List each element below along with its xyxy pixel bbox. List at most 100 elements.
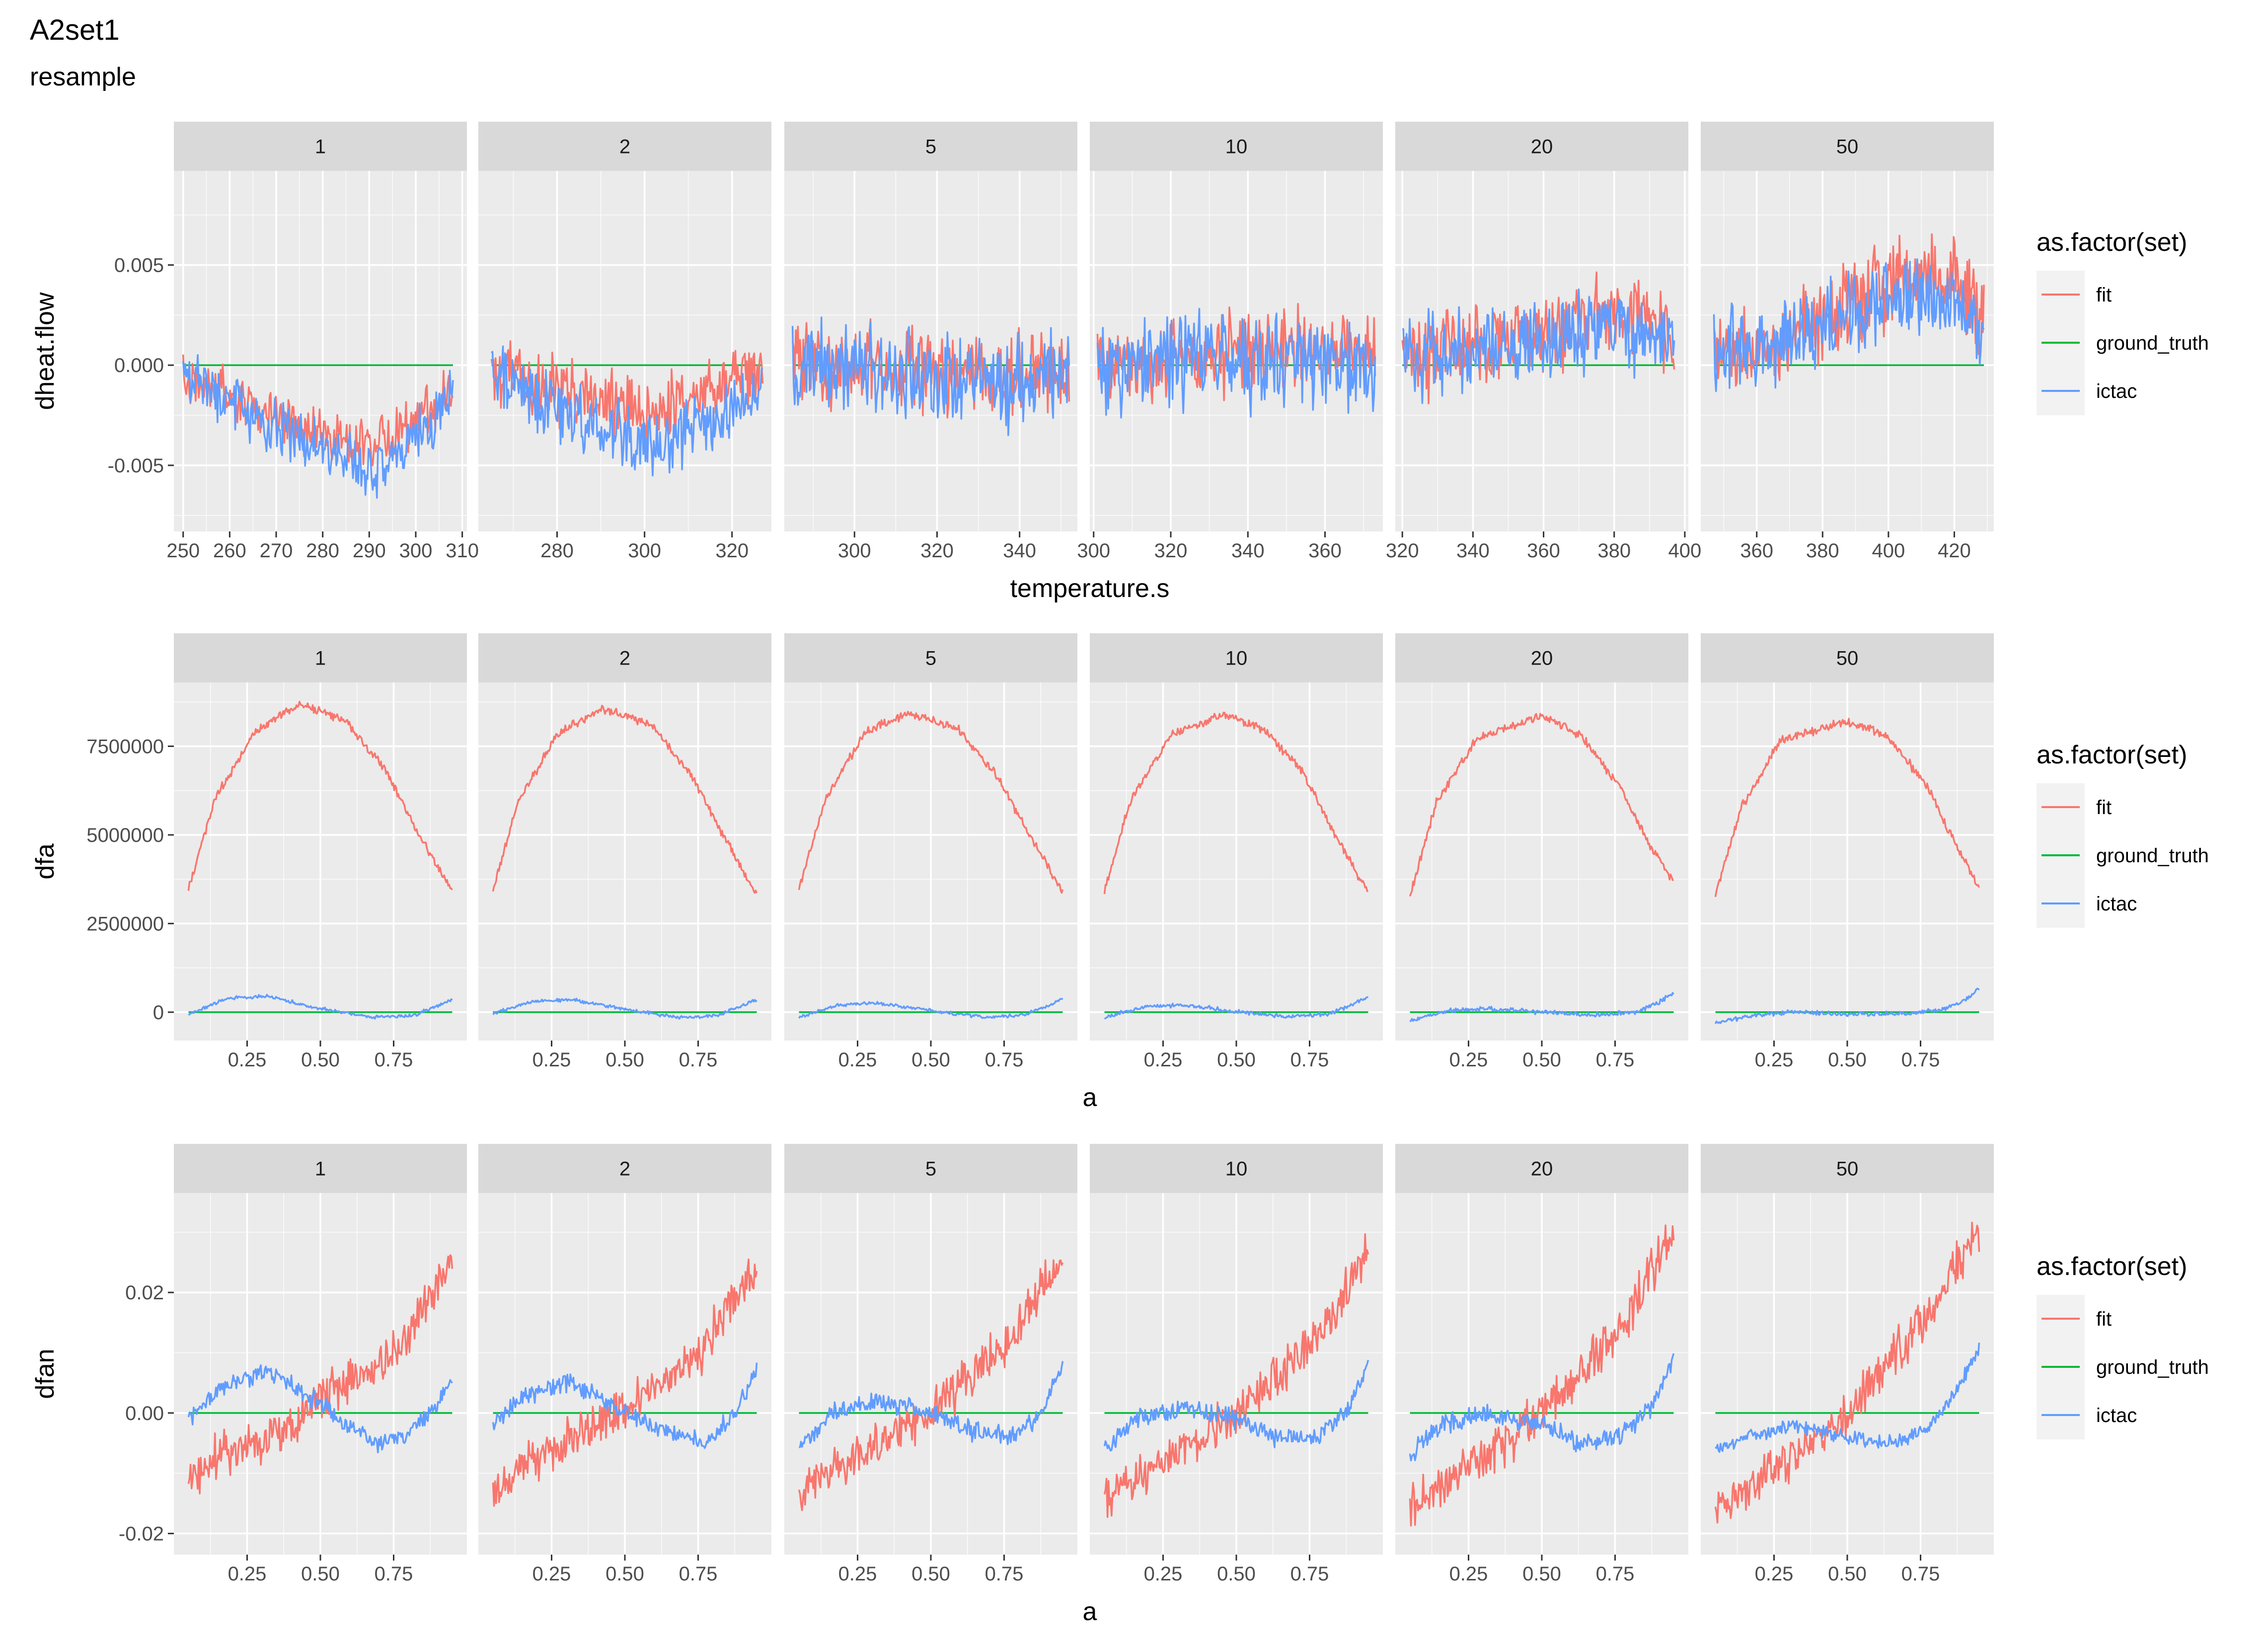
facet-label: 2	[619, 1158, 630, 1180]
facet-label: 5	[925, 136, 936, 158]
x-tick-label: 0.75	[985, 1049, 1024, 1071]
x-tick-label: 0.50	[301, 1563, 340, 1585]
x-tick-label: 270	[260, 540, 293, 562]
x-tick-label: 280	[306, 540, 339, 562]
series-line-fit	[1409, 713, 1674, 897]
x-tick-label: 0.50	[1522, 1563, 1561, 1585]
x-axis-title: a	[1083, 1597, 1097, 1626]
panel-background	[478, 171, 771, 531]
y-tick-label: 7500000	[86, 736, 164, 757]
series-line-ictac	[182, 354, 454, 499]
facet-label: 50	[1836, 136, 1859, 158]
series-line-fit	[1409, 1224, 1675, 1527]
x-tick-label: 340	[1003, 540, 1036, 562]
series-line-fit	[187, 701, 453, 891]
facet-label: 1	[315, 648, 326, 670]
y-tick-label: 0.000	[114, 355, 164, 376]
x-axis-title: a	[1083, 1083, 1097, 1112]
x-tick-label: 0.50	[1217, 1563, 1256, 1585]
series-line-ictac	[187, 1364, 453, 1454]
facet-strip	[784, 633, 1077, 682]
x-tick-label: 0.25	[1144, 1563, 1183, 1585]
x-tick-label: 0.25	[838, 1563, 877, 1585]
legend-title: as.factor(set)	[2037, 1252, 2187, 1281]
x-tick-label: 380	[1806, 540, 1839, 562]
x-tick-label: 0.75	[375, 1563, 413, 1585]
legend-label: ictac	[2096, 1405, 2137, 1426]
x-tick-label: 0.25	[1144, 1049, 1183, 1071]
x-tick-label: 0.25	[532, 1049, 571, 1071]
x-tick-label: 0.50	[911, 1049, 950, 1071]
facet-strip	[174, 1144, 467, 1193]
facet-label: 50	[1836, 1158, 1859, 1180]
x-tick-label: 0.75	[1596, 1049, 1635, 1071]
x-tick-label: 0.25	[1755, 1563, 1794, 1585]
facet-strip	[174, 122, 467, 171]
x-tick-label: 360	[1740, 540, 1773, 562]
series-line-ictac	[1409, 1353, 1675, 1462]
x-tick-label: 0.50	[1522, 1049, 1561, 1071]
series-line-ictac	[791, 316, 1070, 436]
facet-strip	[784, 122, 1077, 171]
x-tick-label: 290	[353, 540, 386, 562]
x-tick-label: 0.25	[1755, 1049, 1794, 1071]
x-tick-label: 360	[1527, 540, 1560, 562]
x-tick-label: 400	[1872, 540, 1905, 562]
x-tick-label: 300	[628, 540, 661, 562]
facet-label: 20	[1531, 1158, 1553, 1180]
x-tick-label: 0.75	[1596, 1563, 1635, 1585]
series-line-fit	[492, 704, 758, 894]
x-tick-label: 300	[838, 540, 871, 562]
series-line-fit	[1713, 233, 1985, 387]
series-line-ictac	[1715, 1343, 1980, 1453]
x-tick-label: 0.25	[838, 1049, 877, 1071]
facet-strip	[1701, 1144, 1994, 1193]
facet-label: 50	[1836, 648, 1859, 670]
legend-label: fit	[2096, 1308, 2112, 1330]
facet-strip	[174, 633, 467, 682]
x-tick-label: 360	[1308, 540, 1342, 562]
y-tick-label: 0	[153, 1002, 164, 1024]
facet-strip	[1701, 122, 1994, 171]
x-tick-label: 0.75	[679, 1563, 718, 1585]
y-tick-label: 5000000	[86, 824, 164, 846]
facet-label: 20	[1531, 136, 1553, 158]
x-tick-label: 340	[1456, 540, 1490, 562]
x-tick-label: 300	[399, 540, 433, 562]
facet-label: 20	[1531, 648, 1553, 670]
y-axis-title: dfa	[31, 843, 60, 879]
facet-label: 1	[315, 136, 326, 158]
x-tick-label: 0.75	[1901, 1049, 1940, 1071]
x-tick-label: 400	[1668, 540, 1702, 562]
y-axis-title: dfan	[31, 1348, 60, 1399]
x-tick-label: 0.50	[605, 1563, 644, 1585]
x-tick-label: 0.75	[679, 1049, 718, 1071]
y-tick-label: -0.005	[108, 455, 164, 477]
x-tick-label: 0.75	[375, 1049, 413, 1071]
legend-label: fit	[2096, 284, 2112, 306]
x-tick-label: 380	[1597, 540, 1631, 562]
x-tick-label: 0.25	[1449, 1563, 1488, 1585]
x-tick-label: 0.75	[1290, 1563, 1329, 1585]
series-line-ictac	[1713, 258, 1985, 392]
facet-strip	[478, 633, 771, 682]
facet-strip	[478, 1144, 771, 1193]
y-tick-label: 2500000	[86, 913, 164, 935]
series-line-ictac	[491, 345, 763, 477]
series-line-fit	[1103, 711, 1369, 895]
x-tick-label: 0.50	[605, 1049, 644, 1071]
x-tick-label: 320	[1154, 540, 1188, 562]
series-line-ictac	[799, 1361, 1064, 1448]
x-tick-label: 320	[920, 540, 954, 562]
x-tick-label: 420	[1938, 540, 1971, 562]
x-tick-label: 0.50	[911, 1563, 950, 1585]
x-tick-label: 0.25	[1449, 1049, 1488, 1071]
series-line-fit	[798, 1259, 1064, 1511]
facet-label: 2	[619, 136, 630, 158]
y-tick-label: 0.00	[125, 1403, 164, 1424]
series-line-ictac	[1409, 992, 1674, 1023]
x-tick-label: 0.25	[532, 1563, 571, 1585]
